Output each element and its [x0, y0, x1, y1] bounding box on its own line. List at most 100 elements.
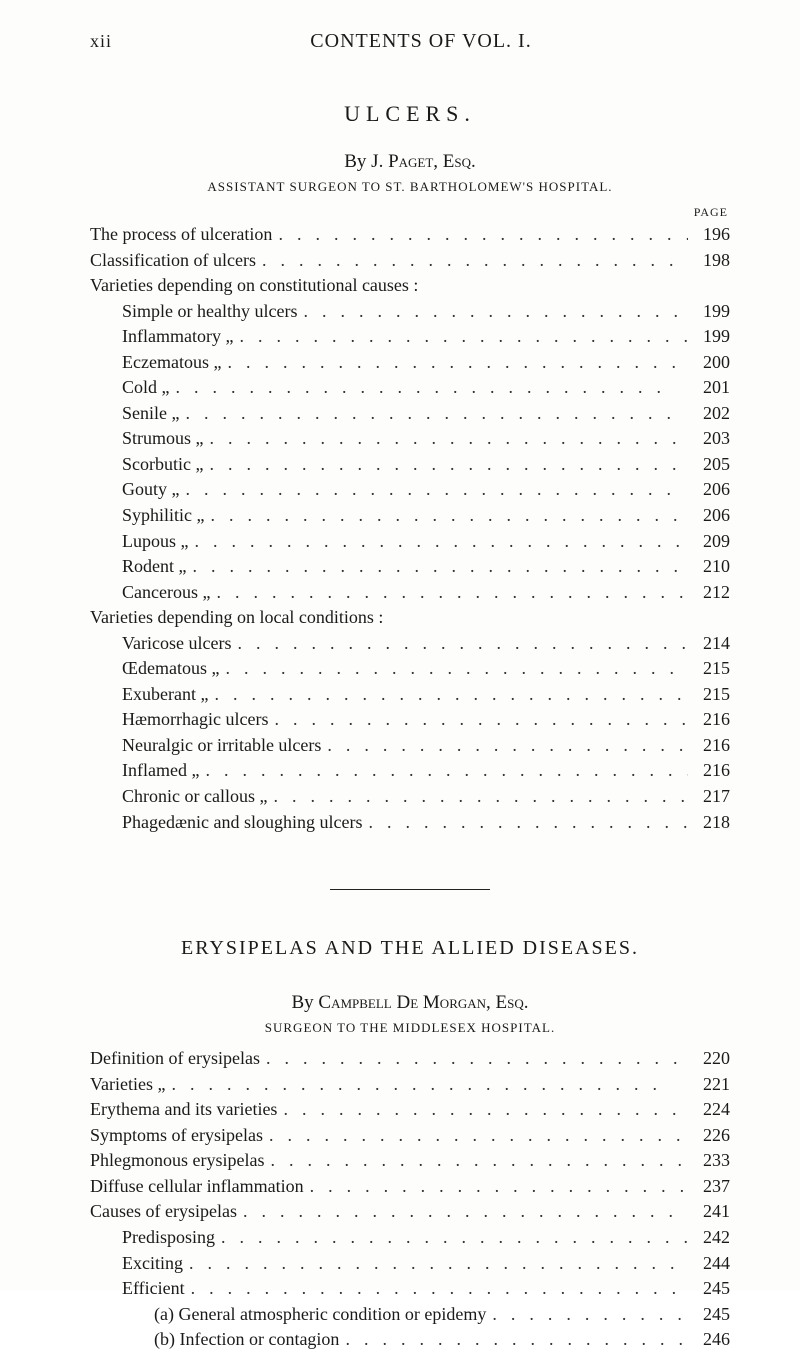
toc-label: Inflamed „	[122, 758, 199, 784]
toc-row: Phagedænic and sloughing ulcers.........…	[90, 810, 730, 836]
toc-page-number: 215	[688, 682, 730, 708]
folio: xii	[90, 31, 112, 52]
toc-row: Varicose ulcers.........................…	[90, 631, 730, 657]
toc-leader: ...........................	[362, 810, 688, 836]
toc-page-number: 217	[688, 784, 730, 810]
toc-label: (b) Infection or contagion	[154, 1327, 339, 1353]
toc-leader: ...........................	[339, 1327, 688, 1353]
toc-row: The process of ulceration...............…	[90, 222, 730, 248]
toc-leader: ...........................	[205, 503, 689, 529]
toc-page-number: 221	[688, 1072, 730, 1098]
section2-byline: By Campbell De Morgan, Esq.	[90, 992, 730, 1014]
page-label: PAGE	[90, 205, 730, 220]
header-row: xii CONTENTS OF VOL. I.	[90, 30, 730, 53]
toc-label: Gouty „	[122, 477, 180, 503]
toc-page-number: 246	[688, 1327, 730, 1353]
toc-page-number: 245	[688, 1302, 730, 1328]
toc-label: Senile „	[122, 401, 179, 427]
rule-wrap	[90, 877, 730, 895]
toc-page-number: 216	[688, 707, 730, 733]
toc-row: Erythema and its varieties..............…	[90, 1097, 730, 1123]
toc-label: Varieties depending on constitutional ca…	[90, 273, 418, 299]
toc-leader: ...........................	[219, 656, 688, 682]
toc-leader: ...........................	[237, 1199, 688, 1225]
toc-leader: ...........................	[272, 222, 688, 248]
section1-toc: The process of ulceration...............…	[90, 222, 730, 835]
toc-page-number: 224	[688, 1097, 730, 1123]
toc-row: Inflammatory „..........................…	[90, 324, 730, 350]
section2-toc: Definition of erysipelas................…	[90, 1046, 730, 1353]
toc-page-number: 226	[688, 1123, 730, 1149]
section2-subhead: SURGEON TO THE MIDDLESEX HOSPITAL.	[90, 1020, 730, 1036]
toc-leader: ...........................	[165, 1072, 688, 1098]
toc-leader: ...........................	[170, 375, 689, 401]
toc-leader: ...........................	[208, 682, 688, 708]
toc-label: Erythema and its varieties	[90, 1097, 277, 1123]
toc-page-number: 241	[688, 1199, 730, 1225]
toc-leader: ...........................	[215, 1225, 688, 1251]
toc-label: Œdematous „	[122, 656, 219, 682]
toc-label: Phagedænic and sloughing ulcers	[122, 810, 362, 836]
toc-label: Exuberant „	[122, 682, 208, 708]
toc-row: Exuberant „...........................21…	[90, 682, 730, 708]
toc-leader: ...........................	[263, 1123, 688, 1149]
section1-byline: By J. Paget, Esq.	[90, 151, 730, 173]
toc-label: Predisposing	[122, 1225, 215, 1251]
toc-page-number: 202	[688, 401, 730, 427]
toc-label: Eczematous „	[122, 350, 221, 376]
toc-page-number: 237	[688, 1174, 730, 1200]
toc-label: Strumous „	[122, 426, 204, 452]
toc-row: Exciting...........................244	[90, 1251, 730, 1277]
toc-page-number: 206	[688, 503, 730, 529]
toc-label: Hæmorrhagic ulcers	[122, 707, 268, 733]
toc-page-number: 203	[688, 426, 730, 452]
toc-label: Cancerous „	[122, 580, 210, 606]
page: xii CONTENTS OF VOL. I. ULCERS. By J. Pa…	[0, 0, 800, 1291]
toc-page-number: 206	[688, 477, 730, 503]
toc-page-number: 210	[688, 554, 730, 580]
toc-row: Chronic or callous „....................…	[90, 784, 730, 810]
section1-title: ULCERS.	[90, 101, 730, 127]
toc-page-number: 215	[688, 656, 730, 682]
toc-page-number: 220	[688, 1046, 730, 1072]
toc-label: Exciting	[122, 1251, 183, 1277]
toc-leader: ...........................	[321, 733, 688, 759]
toc-row: Predisposing...........................2…	[90, 1225, 730, 1251]
toc-row: Senile „...........................202	[90, 401, 730, 427]
toc-label: Causes of erysipelas	[90, 1199, 237, 1225]
toc-label: Simple or healthy ulcers	[122, 299, 297, 325]
toc-label: Definition of erysipelas	[90, 1046, 260, 1072]
toc-page-number: 212	[688, 580, 730, 606]
section2-title: ERYSIPELAS AND THE ALLIED DISEASES.	[90, 937, 730, 960]
toc-label: The process of ulceration	[90, 222, 272, 248]
toc-row: Hæmorrhagic ulcers......................…	[90, 707, 730, 733]
toc-leader: ...........................	[486, 1302, 688, 1328]
toc-page-number: 209	[688, 529, 730, 555]
toc-row: Neuralgic or irritable ulcers...........…	[90, 733, 730, 759]
toc-label: Inflammatory „	[122, 324, 233, 350]
toc-row: Lupous „...........................209	[90, 529, 730, 555]
section1-subhead: ASSISTANT SURGEON TO ST. BARTHOLOMEW'S H…	[90, 179, 730, 195]
toc-label: Classification of ulcers	[90, 248, 256, 274]
toc-leader: ...........................	[180, 477, 689, 503]
toc-label: Chronic or callous „	[122, 784, 267, 810]
divider-rule	[330, 889, 490, 890]
toc-row: (b) Infection or contagion..............…	[90, 1327, 730, 1353]
toc-label: Diffuse cellular inflammation	[90, 1174, 304, 1200]
toc-page-number: 245	[688, 1276, 730, 1302]
toc-row: Syphilitic „...........................2…	[90, 503, 730, 529]
toc-leader: ...........................	[277, 1097, 688, 1123]
toc-page-number: 199	[688, 299, 730, 325]
toc-leader: ...........................	[221, 350, 688, 376]
toc-row: Varieties „...........................22…	[90, 1072, 730, 1098]
toc-row: Definition of erysipelas................…	[90, 1046, 730, 1072]
toc-page-number: 196	[688, 222, 730, 248]
toc-label: (a) General atmospheric condition or epi…	[154, 1302, 486, 1328]
toc-row: Phlegmonous erysipelas..................…	[90, 1148, 730, 1174]
toc-row: Varieties depending on local conditions …	[90, 605, 730, 631]
toc-page-number: 216	[688, 733, 730, 759]
toc-leader: ...........................	[267, 784, 688, 810]
toc-label: Efficient	[122, 1276, 185, 1302]
byline-author: J. Paget, Esq.	[371, 151, 476, 172]
toc-label: Neuralgic or irritable ulcers	[122, 733, 321, 759]
